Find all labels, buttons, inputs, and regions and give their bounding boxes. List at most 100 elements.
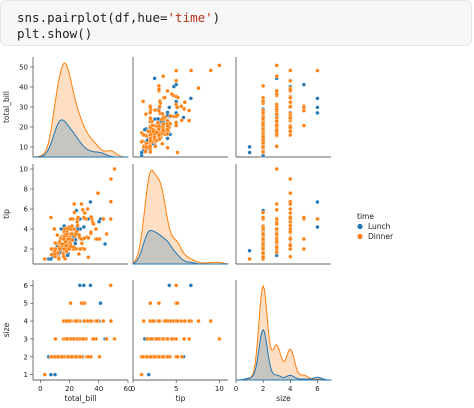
scatter-point-dinner — [261, 226, 266, 232]
scatter-point-dinner — [48, 215, 53, 220]
scatter-point-dinner — [274, 239, 279, 244]
scatter-point-dinner — [156, 126, 161, 132]
scatter-point-dinner — [91, 221, 96, 227]
scatter-point-dinner — [165, 354, 170, 359]
scatter-point-dinner — [161, 121, 166, 127]
scatter-point-dinner — [148, 301, 153, 306]
y-tick-label: 40 — [19, 84, 28, 92]
scatter-point-dinner — [88, 230, 93, 235]
scatter-point-dinner — [217, 336, 222, 341]
scatter-point-lunch — [167, 283, 172, 288]
scatter-point-dinner — [42, 256, 47, 262]
scatter-point-dinner — [274, 207, 279, 212]
scatter-point-dinner — [61, 236, 66, 242]
scatter-point-lunch — [73, 241, 78, 246]
scatter-point-dinner — [42, 372, 47, 377]
y-tick-label: 10 — [19, 166, 28, 174]
scatter-point-dinner — [165, 145, 170, 150]
pairplot-figure: 1020304050total_bill246810tip123456size0… — [2, 57, 394, 403]
scatter-point-dinner — [162, 95, 167, 100]
scatter-point-dinner — [175, 354, 180, 359]
legend-marker-dinner — [357, 233, 363, 240]
legend-label-dinner: Dinner — [368, 232, 394, 241]
scatter-point-lunch — [88, 199, 93, 205]
y-tick-label: 8 — [24, 186, 28, 194]
y-tick-label: 20 — [19, 124, 28, 132]
scatter-point-lunch — [247, 150, 252, 155]
code-text: sns.pairplot(df,hue= — [17, 10, 168, 25]
scatter-point-dinner — [315, 216, 320, 222]
scatter-point-dinner — [101, 216, 106, 222]
scatter-point-dinner — [151, 129, 156, 134]
scatter-point-dinner — [146, 129, 151, 134]
scatter-point-dinner — [157, 104, 162, 109]
scatter-point-dinner — [179, 319, 184, 324]
scatter-point-dinner — [149, 336, 154, 341]
scatter-point-dinner — [79, 241, 84, 246]
scatter-point-dinner — [73, 354, 78, 359]
scatter-point-lunch — [315, 224, 320, 230]
y-axis-label: tip — [2, 209, 11, 219]
scatter-point-dinner — [73, 246, 78, 251]
scatter-point-dinner — [168, 113, 173, 118]
kde-dinner — [132, 169, 229, 265]
scatter-point-dinner — [261, 126, 266, 132]
scatter-point-dinner — [156, 301, 161, 306]
scatter-point-dinner — [187, 118, 192, 123]
scatter-point-dinner — [261, 215, 266, 220]
x-tick-label: 6 — [315, 385, 320, 393]
scatter-point-dinner — [261, 134, 266, 140]
scatter-point-dinner — [156, 83, 161, 88]
scatter-point-dinner — [288, 132, 293, 138]
x-tick-label: 40 — [94, 385, 103, 393]
scatter-point-dinner — [174, 123, 179, 128]
scatter-point-dinner — [153, 108, 158, 113]
scatter-point-dinner — [165, 336, 170, 341]
scatter-point-dinner — [76, 215, 81, 220]
y-tick-label: 4 — [24, 318, 29, 326]
scatter-point-dinner — [196, 319, 201, 324]
scatter-point-dinner — [168, 121, 173, 126]
scatter-point-lunch — [152, 76, 157, 81]
code-cell[interactable]: sns.pairplot(df,hue='time') plt.show() — [0, 0, 472, 46]
scatter-point-dinner — [112, 166, 117, 172]
scatter-point-dinner — [150, 123, 155, 128]
x-axis-label: tip — [176, 394, 186, 403]
scatter-point-dinner — [68, 301, 73, 306]
scatter-point-dinner — [189, 68, 194, 73]
scatter-point-dinner — [288, 115, 293, 120]
scatter-point-dinner — [152, 134, 157, 140]
scatter-point-dinner — [161, 128, 166, 133]
scatter-point-dinner — [182, 100, 187, 105]
scatter-point-dinner — [261, 116, 266, 121]
scatter-point-dinner — [179, 104, 184, 109]
x-tick-label: 0 — [131, 385, 135, 393]
scatter-point-dinner — [148, 138, 153, 143]
panel-total_bill-vs-size — [235, 57, 331, 158]
scatter-point-dinner — [261, 231, 266, 237]
y-tick-label: 5 — [24, 300, 28, 308]
scatter-point-lunch — [81, 224, 86, 230]
scatter-point-dinner — [169, 336, 174, 341]
scatter-point-dinner — [217, 63, 222, 68]
scatter-point-dinner — [112, 336, 117, 341]
scatter-point-dinner — [141, 99, 146, 104]
scatter-point-dinner — [60, 354, 65, 359]
scatter-point-dinner — [148, 104, 153, 109]
panel-tip-vs-tip — [132, 164, 229, 265]
scatter-point-dinner — [139, 139, 144, 144]
scatter-point-dinner — [301, 108, 306, 113]
scatter-point-dinner — [148, 149, 153, 155]
scatter-point-dinner — [94, 319, 99, 324]
kde-dinner — [235, 284, 332, 381]
scatter-point-dinner — [161, 74, 166, 79]
legend-marker-lunch — [357, 223, 363, 230]
scatter-point-dinner — [274, 106, 279, 111]
scatter-point-dinner — [156, 132, 161, 138]
scatter-point-dinner — [160, 111, 165, 116]
scatter-point-dinner — [97, 354, 102, 359]
scatter-point-dinner — [88, 319, 93, 324]
scatter-point-dinner — [64, 243, 69, 248]
scatter-point-dinner — [187, 319, 192, 324]
